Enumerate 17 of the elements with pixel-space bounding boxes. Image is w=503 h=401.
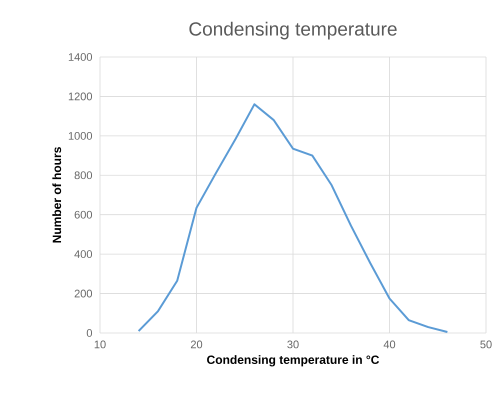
y-axis-title: Number of hours xyxy=(52,147,62,243)
y-tick-label: 200 xyxy=(74,290,92,298)
x-tick-label: 40 xyxy=(384,340,396,348)
line-series xyxy=(138,103,448,333)
x-tick-label: 10 xyxy=(94,340,106,348)
chart-title: Condensing temperature xyxy=(189,22,397,40)
x-tick-label: 50 xyxy=(480,340,492,348)
x-tick-label: 30 xyxy=(287,340,299,348)
y-tick-label: 1200 xyxy=(68,92,92,100)
x-axis-title: Condensing temperature in °C xyxy=(207,355,380,366)
y-tick-label: 400 xyxy=(74,250,92,258)
y-tick-label: 1000 xyxy=(68,132,92,140)
y-tick-label: 0 xyxy=(86,329,92,337)
y-tick-label: 600 xyxy=(74,210,92,219)
x-tick-label: 20 xyxy=(190,340,202,348)
y-tick-label: 800 xyxy=(74,171,92,180)
y-tick-label: 1400 xyxy=(68,53,92,61)
